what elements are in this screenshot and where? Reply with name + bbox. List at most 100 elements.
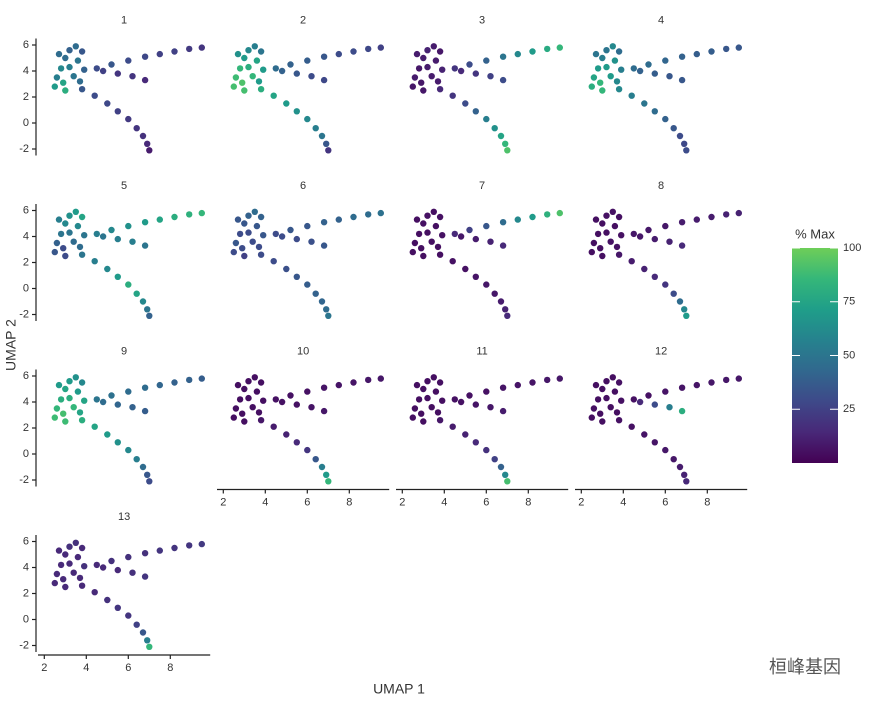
point bbox=[693, 50, 700, 58]
point bbox=[62, 583, 69, 591]
point bbox=[57, 65, 65, 72]
point bbox=[514, 381, 521, 389]
point bbox=[472, 70, 479, 77]
point bbox=[662, 222, 669, 230]
point bbox=[304, 57, 311, 64]
point bbox=[78, 251, 86, 258]
point bbox=[239, 410, 246, 417]
point bbox=[424, 378, 431, 385]
x-tick-label: 2 bbox=[578, 496, 584, 508]
y-tick-label: 6 bbox=[23, 39, 29, 51]
point bbox=[230, 83, 237, 90]
point bbox=[590, 74, 598, 81]
x-tick-label: 4 bbox=[262, 496, 268, 508]
panel-points bbox=[588, 374, 742, 485]
point bbox=[693, 216, 700, 223]
point bbox=[365, 376, 372, 384]
point bbox=[241, 87, 248, 94]
point bbox=[171, 48, 178, 55]
point bbox=[618, 232, 625, 239]
point bbox=[74, 222, 82, 230]
point bbox=[499, 76, 507, 84]
point bbox=[78, 417, 86, 424]
y-tick-label: 4 bbox=[23, 230, 29, 242]
point bbox=[436, 213, 444, 221]
colorbar-title: % Max bbox=[795, 226, 835, 241]
point bbox=[255, 409, 263, 416]
x-tick-label: 2 bbox=[220, 496, 226, 508]
point bbox=[60, 245, 67, 252]
point bbox=[599, 54, 606, 62]
point bbox=[415, 65, 423, 72]
point bbox=[260, 232, 267, 239]
point bbox=[377, 209, 384, 217]
point bbox=[99, 233, 107, 240]
x-tick-label: 4 bbox=[83, 662, 89, 674]
point bbox=[611, 388, 619, 395]
point bbox=[318, 298, 326, 305]
point bbox=[499, 219, 507, 226]
point bbox=[693, 381, 700, 389]
point bbox=[70, 73, 77, 80]
point bbox=[270, 423, 277, 430]
point bbox=[497, 132, 505, 140]
point bbox=[76, 574, 84, 582]
point bbox=[51, 248, 58, 256]
point bbox=[365, 45, 372, 53]
point bbox=[245, 63, 252, 71]
point bbox=[62, 252, 69, 260]
point bbox=[198, 209, 205, 217]
point bbox=[114, 235, 122, 243]
panel-title: 3 bbox=[479, 14, 485, 26]
point bbox=[683, 312, 690, 319]
panel-points bbox=[409, 43, 563, 154]
point bbox=[588, 248, 595, 256]
point bbox=[613, 243, 621, 251]
point bbox=[590, 239, 598, 247]
point bbox=[241, 252, 248, 260]
point bbox=[156, 547, 163, 554]
point bbox=[139, 132, 147, 140]
point bbox=[451, 230, 458, 238]
point bbox=[651, 235, 658, 243]
panel-title: 5 bbox=[121, 180, 127, 192]
point bbox=[241, 220, 248, 227]
point bbox=[420, 54, 427, 62]
y-tick-label: 4 bbox=[23, 65, 29, 77]
point bbox=[544, 45, 551, 53]
point bbox=[607, 238, 614, 245]
point bbox=[630, 396, 637, 403]
y-tick-label: 2 bbox=[23, 91, 29, 103]
point bbox=[114, 566, 122, 574]
point bbox=[104, 596, 111, 604]
point bbox=[76, 243, 84, 251]
point bbox=[51, 579, 58, 587]
point bbox=[144, 637, 151, 644]
point bbox=[662, 388, 669, 395]
x-tick-label: 2 bbox=[41, 662, 47, 674]
point bbox=[66, 229, 73, 236]
colorbar-tick-label: 75 bbox=[843, 296, 855, 308]
point bbox=[99, 564, 107, 571]
point bbox=[723, 45, 730, 53]
point bbox=[678, 242, 686, 249]
point bbox=[278, 67, 286, 75]
point bbox=[662, 281, 669, 288]
point bbox=[662, 115, 669, 123]
point bbox=[607, 404, 614, 411]
x-tick-label: 4 bbox=[441, 496, 447, 508]
point bbox=[681, 471, 688, 478]
point bbox=[499, 242, 507, 249]
point bbox=[74, 57, 82, 64]
point bbox=[70, 404, 77, 411]
panel-points bbox=[230, 43, 384, 154]
point bbox=[257, 48, 265, 55]
point bbox=[411, 74, 419, 81]
y-axis-label: UMAP 2 bbox=[3, 319, 19, 371]
point bbox=[735, 44, 742, 51]
point bbox=[293, 401, 300, 408]
point bbox=[590, 405, 598, 412]
point bbox=[603, 47, 610, 54]
point bbox=[76, 409, 84, 416]
point bbox=[60, 576, 67, 583]
